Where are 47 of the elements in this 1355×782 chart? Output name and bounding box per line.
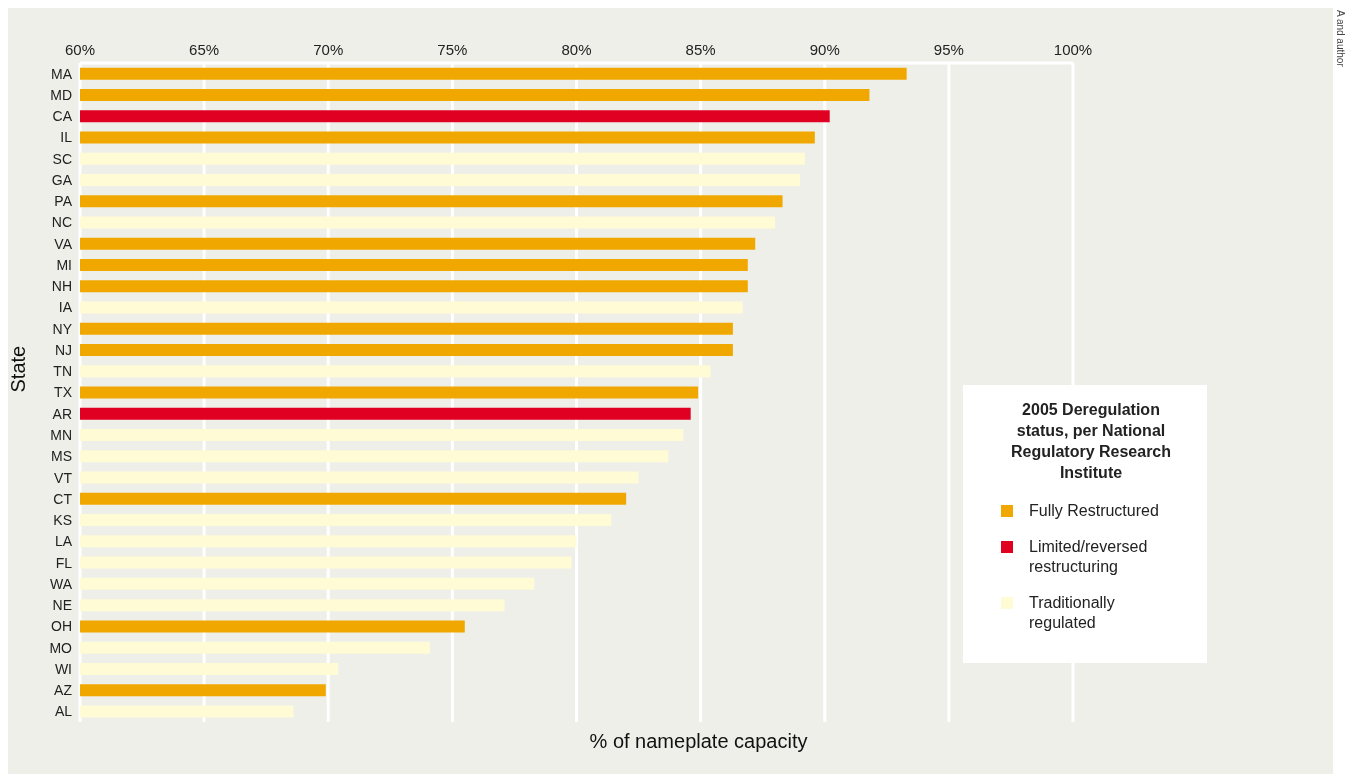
y-tick-label: WI: [54, 660, 72, 677]
y-axis-title: State: [7, 345, 30, 393]
y-tick-label: GA: [51, 171, 73, 188]
y-tick-label: WA: [49, 575, 73, 592]
x-tick-label: 65%: [189, 41, 220, 58]
y-tick-label: FL: [55, 554, 73, 571]
legend-label: Traditionally regulated: [1029, 593, 1116, 633]
x-tick-label: 85%: [685, 41, 716, 58]
y-tick-label: CT: [53, 490, 73, 507]
y-tick-label: VA: [54, 235, 73, 252]
y-tick-label: AL: [54, 703, 73, 720]
y-tick-label: IA: [58, 299, 73, 316]
x-tick-label: 90%: [809, 41, 840, 58]
x-tick-label: 75%: [437, 41, 468, 58]
y-tick-label: NH: [51, 278, 72, 295]
legend-label: Fully Restructured: [1029, 501, 1159, 521]
y-tick-label: KS: [53, 512, 72, 529]
y-tick-label: NJ: [54, 341, 72, 358]
y-tick-label: IL: [60, 129, 73, 146]
y-tick-label: MO: [49, 639, 73, 656]
y-tick-label: LA: [54, 533, 73, 550]
x-tick-label: 70%: [313, 41, 344, 58]
y-tick-label: PA: [54, 193, 73, 210]
y-tick-label: MN: [50, 426, 72, 443]
y-tick-label: MS: [51, 448, 72, 465]
y-tick-label: AZ: [54, 682, 73, 699]
legend-label: Limited/reversed restructuring: [1029, 537, 1149, 577]
y-tick-label: MD: [50, 86, 72, 103]
y-tick-label: AR: [52, 405, 72, 422]
text: A and author: [1335, 10, 1346, 67]
y-tick-label: TX: [54, 384, 73, 401]
y-tick-label: NE: [52, 597, 72, 614]
y-tick-label: SC: [52, 150, 72, 167]
y-tick-label: MI: [56, 256, 72, 273]
x-tick-label: 95%: [933, 41, 964, 58]
y-tick-label: CA: [52, 108, 73, 125]
y-tick-label: TN: [53, 363, 72, 380]
legend-title: 2005 Deregulation status, per National Regulatory Research Institute: [1009, 400, 1173, 483]
x-tick-label: 100%: [1053, 41, 1093, 58]
y-tick-label: NY: [52, 320, 73, 337]
y-tick-label: NC: [51, 214, 72, 231]
x-tick-label: 80%: [561, 41, 592, 58]
x-axis-title: % of nameplate capacity: [588, 730, 809, 753]
y-tick-label: OH: [51, 618, 72, 635]
y-tick-label: MA: [51, 65, 73, 82]
x-tick-label: 60%: [64, 41, 96, 58]
y-tick-label: VT: [54, 469, 73, 486]
